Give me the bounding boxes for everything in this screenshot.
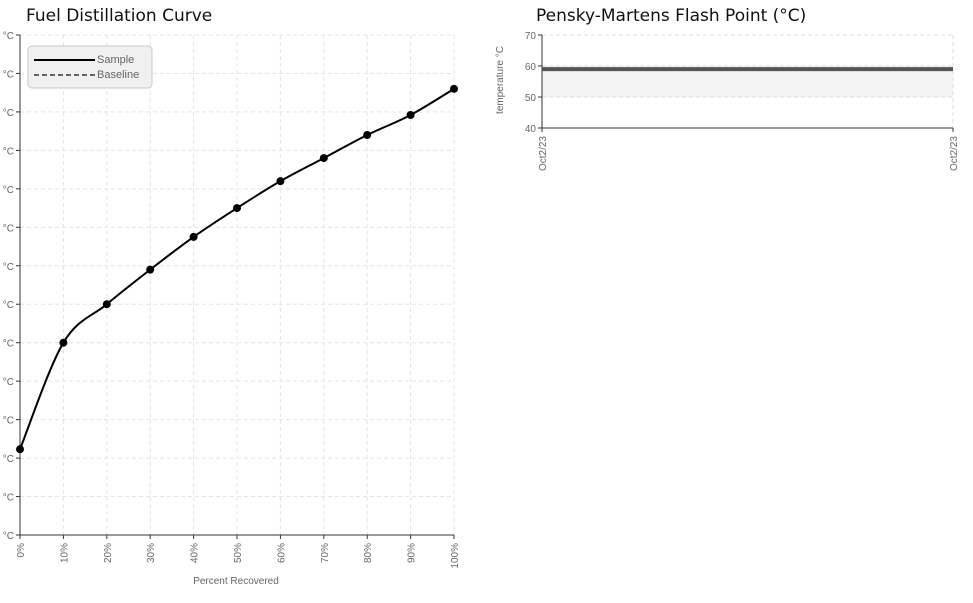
y-tick-label: °C — [3, 146, 14, 157]
sample-data-point — [102, 300, 111, 309]
sample-data-point — [189, 232, 198, 241]
x-tick-label: 20% — [103, 543, 114, 563]
y-tick-label: °C — [3, 531, 14, 542]
x-tick-label: 40% — [190, 543, 201, 563]
y-tick-label: °C — [3, 108, 14, 119]
flash-point-x-ticks: Oct2/23 Oct2/23 — [538, 136, 960, 171]
y-tick-label: 60 — [525, 62, 537, 73]
x-tick-label: 0% — [16, 543, 27, 558]
y-tick-label: 50 — [525, 93, 537, 104]
flash-point-chart-title: Pensky-Martens Flash Point (°C) — [536, 6, 807, 26]
distillation-legend: Sample Baseline — [27, 45, 153, 89]
sample-data-point — [406, 111, 415, 119]
x-tick-label: 10% — [59, 543, 70, 563]
distillation-grid — [20, 34, 455, 535]
x-tick-label: 50% — [233, 543, 244, 563]
sample-data-point — [450, 84, 458, 93]
y-tick-label: °C — [3, 416, 14, 427]
distillation-x-ticks: 0% 10% 20% 30% 40% 50% 60% 70% 80% 90% 100% — [16, 543, 461, 569]
legend-baseline-label: Baseline — [97, 69, 139, 81]
y-tick-label: °C — [3, 223, 14, 234]
x-tick-label: 70% — [320, 543, 331, 563]
y-tick-label: °C — [3, 185, 14, 196]
y-tick-label: °C — [3, 300, 14, 311]
acceptable-range-band — [542, 66, 953, 97]
y-tick-label: °C — [3, 262, 14, 273]
flash-point-chart: 40 50 60 70 Oct2/23 Oct2/23 temperature °C — [495, 31, 960, 171]
sample-data-point — [233, 204, 241, 213]
distillation-y-ticks: °C °C °C °C °C °C °C °C °C °C °C °C °C °C — [3, 31, 14, 542]
x-tick-label: 30% — [146, 543, 157, 563]
x-tick-label: Oct2/23 — [949, 136, 960, 171]
y-tick-label: °C — [3, 31, 14, 42]
sample-data-point — [319, 154, 328, 163]
distillation-axes — [16, 34, 455, 539]
x-tick-label: 90% — [407, 543, 418, 563]
sample-data-point — [16, 445, 24, 454]
y-tick-label: °C — [3, 377, 14, 388]
x-tick-label: 60% — [276, 543, 287, 563]
y-tick-label: °C — [3, 69, 14, 80]
flash-point-y-axis-label: temperature °C — [495, 46, 506, 114]
x-tick-label: Oct2/23 — [538, 136, 549, 171]
distillation-series — [16, 84, 458, 454]
x-tick-label: 80% — [363, 543, 374, 563]
flash-point-y-ticks: 40 50 60 70 — [525, 31, 537, 135]
y-tick-label: 70 — [525, 31, 537, 42]
legend-sample-label: Sample — [97, 54, 134, 66]
distillation-x-axis-label: Percent Recovered — [193, 576, 279, 587]
y-tick-label: °C — [3, 493, 14, 504]
y-tick-label: °C — [3, 339, 14, 350]
sample-data-point — [146, 265, 155, 274]
distillation-chart: °C °C °C °C °C °C °C °C °C °C °C °C °C °C 0% 10% 20% 30%… — [3, 31, 461, 587]
sample-data-point — [363, 131, 372, 139]
flash-point-axes — [538, 34, 954, 132]
y-tick-label: °C — [3, 454, 14, 465]
flash-point-band — [542, 66, 953, 97]
sample-data-point — [59, 338, 68, 347]
y-tick-label: 40 — [525, 124, 537, 135]
x-tick-label: 100% — [450, 543, 461, 569]
distillation-chart-title: Fuel Distillation Curve — [26, 6, 213, 26]
sample-data-point — [276, 177, 285, 186]
